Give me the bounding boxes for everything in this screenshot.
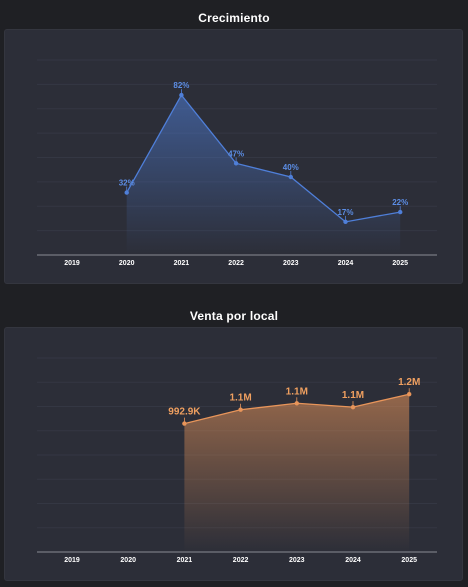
chart-crecimiento: 32% 82% 47% 40% 17% 22% 2019 2020 2021 2022 2023 20… xyxy=(37,59,437,267)
data-label: 32% xyxy=(119,179,135,188)
data-point[interactable] xyxy=(124,190,129,195)
x-tick-label: 2019 xyxy=(64,260,80,267)
data-label: 992.9K xyxy=(168,407,201,418)
x-tick-label: 2025 xyxy=(392,260,408,267)
data-label: 47% xyxy=(228,149,244,158)
x-tick-label: 2023 xyxy=(289,557,305,564)
data-label: 82% xyxy=(173,81,189,90)
chart-panel-venta-por-local: 992.9K 1.1M 1.1M 1.1M 1.2M 2019 2020 2021 2022 20… xyxy=(4,327,463,581)
data-point[interactable] xyxy=(398,209,403,215)
chart-panel-crecimiento: 32% 82% 47% 40% 17% 22% 2019 2020 2021 2022 2023 20… xyxy=(4,29,463,284)
data-point[interactable] xyxy=(294,401,299,406)
x-tick-label: 2023 xyxy=(283,260,299,267)
x-tick-label: 2021 xyxy=(177,557,193,564)
series-line xyxy=(126,93,401,223)
data-label: 1.1M xyxy=(342,390,364,401)
x-tick-label: 2020 xyxy=(120,557,136,564)
data-label: 22% xyxy=(392,198,408,207)
series-area xyxy=(126,95,401,255)
chart-title-crecimiento: Crecimiento xyxy=(198,11,270,25)
data-point[interactable] xyxy=(238,407,243,412)
data-point[interactable] xyxy=(288,174,293,180)
data-point[interactable] xyxy=(350,404,356,410)
data-point[interactable] xyxy=(179,92,184,98)
x-tick-label: 2022 xyxy=(228,260,244,267)
data-label: 17% xyxy=(337,208,353,217)
x-tick-label: 2025 xyxy=(401,557,417,564)
x-tick-label: 2022 xyxy=(233,557,249,564)
data-label: 1.2M xyxy=(398,377,420,388)
x-tick-label: 2020 xyxy=(119,260,135,267)
data-label: 1.1M xyxy=(229,393,251,404)
chart-venta-por-local: 992.9K 1.1M 1.1M 1.1M 1.2M 2019 2020 2021 2022 20… xyxy=(37,357,437,564)
x-tick-label: 2019 xyxy=(64,557,80,564)
x-tick-label: 2024 xyxy=(338,260,354,267)
data-point[interactable] xyxy=(182,421,187,426)
data-point[interactable] xyxy=(233,161,239,166)
x-tick-label: 2024 xyxy=(345,557,361,564)
x-tick-label: 2021 xyxy=(174,260,190,267)
data-point[interactable] xyxy=(407,392,412,397)
data-label: 40% xyxy=(283,163,299,172)
chart-title-venta-por-local: Venta por local xyxy=(189,309,279,323)
data-point[interactable] xyxy=(343,219,348,225)
series-area xyxy=(184,394,410,552)
data-label: 1.1M xyxy=(286,386,308,397)
